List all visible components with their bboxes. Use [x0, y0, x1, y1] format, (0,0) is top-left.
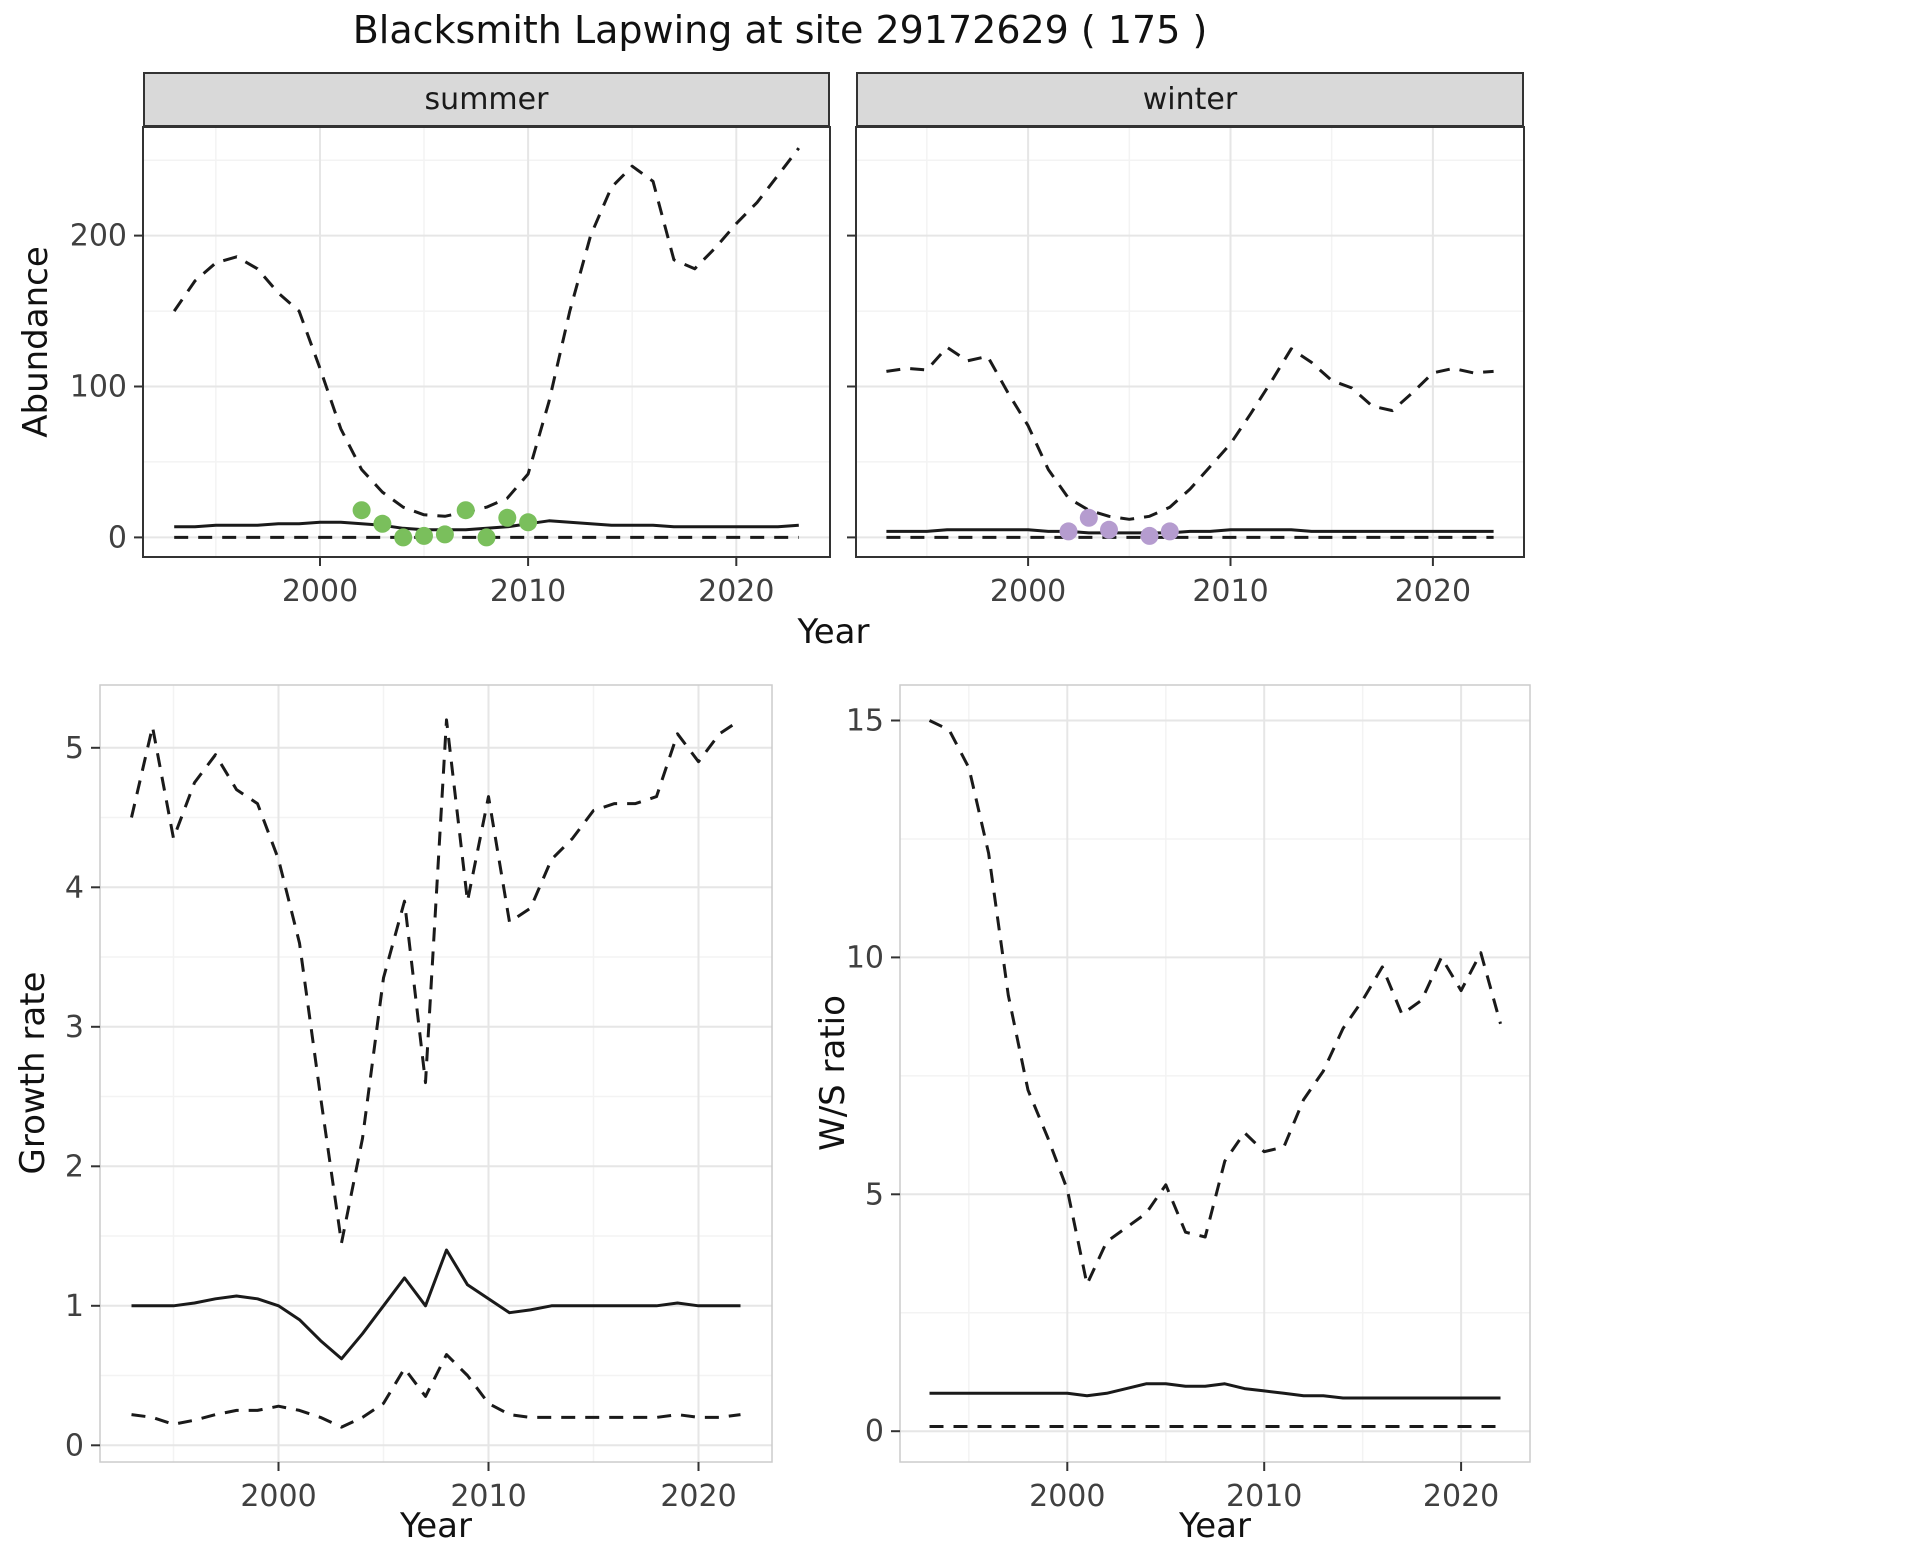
y-tick-label: 100 [70, 370, 127, 405]
observation-point [477, 528, 496, 547]
x-tick-label: 2010 [1226, 1479, 1302, 1514]
x-tick-label: 2010 [490, 574, 566, 609]
observation-point [373, 514, 392, 533]
observation-point [394, 528, 413, 547]
panel-background [143, 127, 830, 557]
panel-border [899, 684, 1531, 1463]
y-tick-label: 1 [65, 1289, 84, 1324]
lower-ci-line [131, 1353, 741, 1429]
panel-border [142, 126, 831, 558]
panel-growth-rate: 2000 2010 2020 0 1 2 3 4 5 [65, 684, 773, 1514]
x-axis-label-year-growth: Year [400, 1506, 472, 1546]
facet-strip-summer: summer [143, 72, 830, 127]
median-line [886, 528, 1494, 535]
observation-point [1079, 508, 1098, 527]
x-tick-label: 2020 [1395, 574, 1471, 609]
y-tick-label: 5 [65, 731, 84, 766]
upper-ci-line [130, 718, 742, 1245]
panel-ws-ratio: 2000 2010 2020 0 5 10 15 [846, 684, 1531, 1514]
y-axis-label-growth-rate: Growth rate [13, 971, 53, 1175]
x-tick-label: 2000 [282, 574, 358, 609]
x-axis-label-year-ws: Year [1179, 1506, 1251, 1546]
median-line [929, 1382, 1501, 1400]
observation-point [1100, 520, 1118, 539]
x-tick-label: 2020 [1423, 1479, 1499, 1514]
observation-point [498, 508, 517, 527]
y-tick-label: 5 [865, 1177, 884, 1212]
observation-point [1160, 522, 1179, 541]
observation-point [519, 513, 538, 532]
panel-abundance-summer: 2000 2010 2020 0 100 200 [70, 126, 831, 609]
chart-title: Blacksmith Lapwing at site 29172629 ( 17… [352, 8, 1208, 52]
y-tick-label: 200 [70, 219, 127, 254]
x-tick-label: 2020 [660, 1479, 736, 1514]
y-tick-label: 3 [65, 1010, 84, 1045]
x-tick-label: 2010 [1192, 574, 1268, 609]
panel-background [900, 685, 1530, 1462]
observation-point [435, 525, 454, 544]
facet-strip-winter: winter [856, 72, 1524, 127]
y-axis-label-abundance: Abundance [16, 246, 56, 438]
x-tick-label: 2010 [450, 1479, 526, 1514]
x-tick-label: 2000 [990, 574, 1066, 609]
panel-abundance-winter: 2000 2010 2020 [847, 126, 1525, 609]
y-axis-label-ws-ratio: W/S ratio [813, 995, 853, 1151]
x-axis-label-year-top: Year [797, 612, 870, 652]
x-tick-label: 2020 [698, 574, 774, 609]
y-tick-label: 4 [65, 870, 84, 905]
x-tick-label: 2000 [240, 1479, 316, 1514]
panel-background [856, 127, 1524, 557]
observation-point [1059, 522, 1078, 541]
upper-ci-line [172, 147, 800, 518]
y-tick-label: 0 [865, 1414, 884, 1449]
upper-ci-line [886, 345, 1494, 521]
median-line [174, 519, 799, 532]
observation-point [352, 501, 371, 520]
median-line [131, 1248, 741, 1361]
observation-point [415, 526, 433, 545]
observation-point [456, 501, 475, 520]
panel-background [100, 685, 772, 1462]
y-tick-label: 2 [65, 1149, 84, 1184]
panel-border [855, 126, 1525, 558]
panel-border [99, 684, 773, 1463]
y-tick-label: 0 [65, 1428, 84, 1463]
x-tick-label: 2000 [1029, 1479, 1105, 1514]
y-tick-label: 15 [846, 704, 884, 739]
observation-point [1140, 526, 1159, 545]
y-tick-label: 10 [846, 940, 884, 975]
y-tick-label: 0 [108, 520, 127, 555]
